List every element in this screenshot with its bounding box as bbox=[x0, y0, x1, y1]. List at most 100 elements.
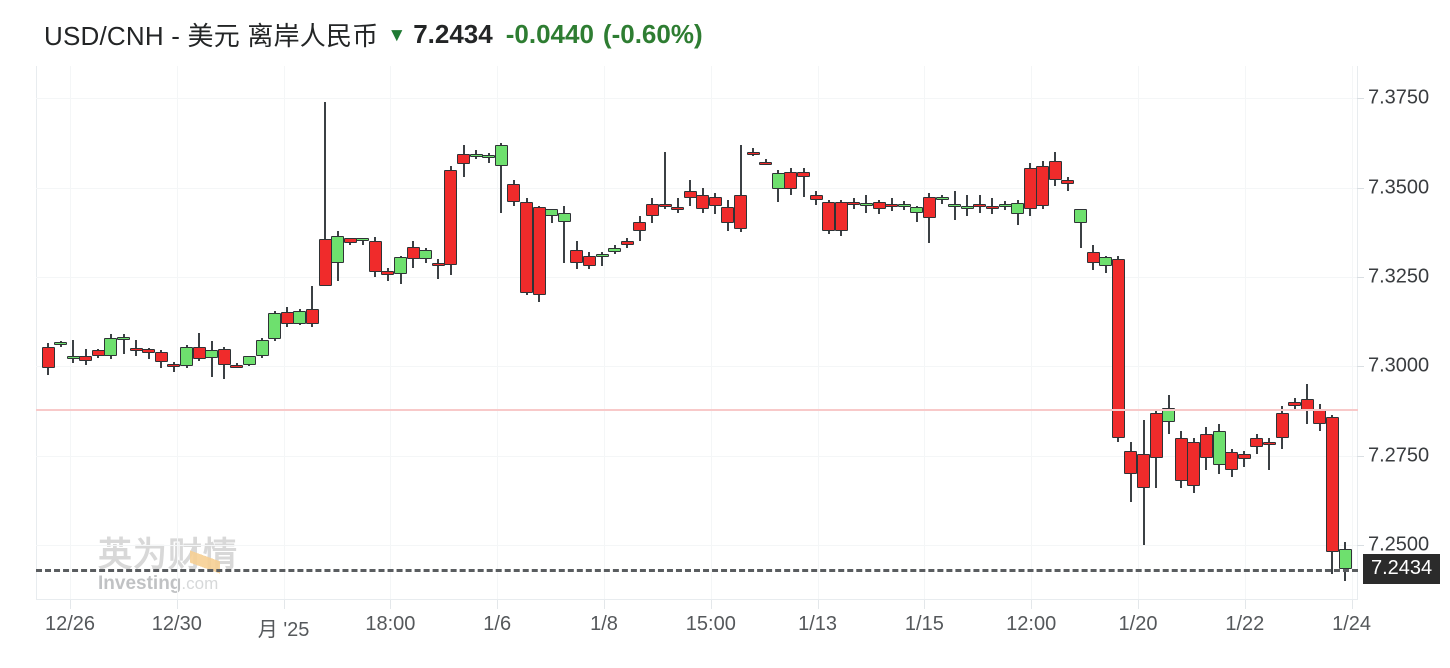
candlestick[interactable] bbox=[1288, 66, 1302, 599]
candlestick[interactable] bbox=[457, 66, 471, 599]
candlestick[interactable] bbox=[797, 66, 811, 599]
candlestick[interactable] bbox=[658, 66, 672, 599]
candlestick[interactable] bbox=[1313, 66, 1327, 599]
candlestick[interactable] bbox=[822, 66, 836, 599]
candlestick[interactable] bbox=[205, 66, 219, 599]
candlestick[interactable] bbox=[708, 66, 722, 599]
candlestick[interactable] bbox=[532, 66, 546, 599]
candlestick[interactable] bbox=[771, 66, 785, 599]
candlestick[interactable] bbox=[696, 66, 710, 599]
candlestick[interactable] bbox=[230, 66, 244, 599]
candlestick[interactable] bbox=[41, 66, 55, 599]
candlestick[interactable] bbox=[242, 66, 256, 599]
candlestick[interactable] bbox=[1275, 66, 1289, 599]
candlestick[interactable] bbox=[734, 66, 748, 599]
candlestick[interactable] bbox=[859, 66, 873, 599]
candlestick[interactable] bbox=[759, 66, 773, 599]
candlestick[interactable] bbox=[834, 66, 848, 599]
candlestick[interactable] bbox=[1011, 66, 1025, 599]
candlestick[interactable] bbox=[66, 66, 80, 599]
candlestick[interactable] bbox=[494, 66, 508, 599]
candlestick[interactable] bbox=[998, 66, 1012, 599]
candlestick[interactable] bbox=[1174, 66, 1188, 599]
candlestick[interactable] bbox=[469, 66, 483, 599]
candlestick-plot-area[interactable]: 英为财情 Investing.com bbox=[36, 66, 1357, 599]
candlestick[interactable] bbox=[1187, 66, 1201, 599]
candlestick[interactable] bbox=[293, 66, 307, 599]
candlestick[interactable] bbox=[545, 66, 559, 599]
candlestick[interactable] bbox=[910, 66, 924, 599]
candlestick[interactable] bbox=[79, 66, 93, 599]
candlestick[interactable] bbox=[973, 66, 987, 599]
candlestick[interactable] bbox=[1225, 66, 1239, 599]
candlestick[interactable] bbox=[142, 66, 156, 599]
candlestick[interactable] bbox=[1124, 66, 1138, 599]
candlestick[interactable] bbox=[1199, 66, 1213, 599]
candlestick[interactable] bbox=[985, 66, 999, 599]
candlestick[interactable] bbox=[318, 66, 332, 599]
candlestick[interactable] bbox=[180, 66, 193, 599]
candlestick[interactable] bbox=[381, 66, 395, 599]
candlestick[interactable] bbox=[1338, 66, 1352, 599]
candlestick[interactable] bbox=[1074, 66, 1088, 599]
candlestick[interactable] bbox=[431, 66, 445, 599]
candlestick[interactable] bbox=[897, 66, 911, 599]
candlestick[interactable] bbox=[608, 66, 622, 599]
candlestick[interactable] bbox=[104, 66, 118, 599]
candlestick[interactable] bbox=[948, 66, 962, 599]
candlestick[interactable] bbox=[1325, 66, 1339, 599]
candlestick[interactable] bbox=[595, 66, 609, 599]
candlestick[interactable] bbox=[1036, 66, 1050, 599]
candlestick[interactable] bbox=[1212, 66, 1226, 599]
candlestick[interactable] bbox=[444, 66, 458, 599]
candlestick[interactable] bbox=[721, 66, 735, 599]
candlestick[interactable] bbox=[1300, 66, 1314, 599]
candlestick[interactable] bbox=[1099, 66, 1113, 599]
candlestick[interactable] bbox=[570, 66, 584, 599]
candlestick[interactable] bbox=[356, 66, 370, 599]
candlestick[interactable] bbox=[419, 66, 433, 599]
candlestick[interactable] bbox=[1237, 66, 1251, 599]
candlestick[interactable] bbox=[922, 66, 936, 599]
candlestick[interactable] bbox=[1061, 66, 1075, 599]
candlestick[interactable] bbox=[217, 66, 231, 599]
candlestick[interactable] bbox=[1111, 66, 1125, 599]
candlestick[interactable] bbox=[1162, 66, 1176, 599]
candlestick[interactable] bbox=[633, 66, 647, 599]
candlestick[interactable] bbox=[343, 66, 357, 599]
candlestick[interactable] bbox=[809, 66, 823, 599]
candlestick[interactable] bbox=[1137, 66, 1151, 599]
candlestick[interactable] bbox=[54, 66, 68, 599]
candlestick[interactable] bbox=[167, 66, 181, 599]
candlestick[interactable] bbox=[1086, 66, 1100, 599]
candlestick[interactable] bbox=[847, 66, 861, 599]
candlestick[interactable] bbox=[557, 66, 571, 599]
candlestick[interactable] bbox=[368, 66, 382, 599]
candlestick[interactable] bbox=[683, 66, 697, 599]
candlestick[interactable] bbox=[268, 66, 282, 599]
candlestick[interactable] bbox=[280, 66, 294, 599]
candlestick[interactable] bbox=[620, 66, 634, 599]
candlestick[interactable] bbox=[1023, 66, 1037, 599]
candlestick[interactable] bbox=[520, 66, 533, 599]
candlestick[interactable] bbox=[582, 66, 596, 599]
candlestick[interactable] bbox=[1262, 66, 1276, 599]
candlestick[interactable] bbox=[885, 66, 899, 599]
candlestick[interactable] bbox=[394, 66, 408, 599]
candlestick[interactable] bbox=[1250, 66, 1264, 599]
candlestick[interactable] bbox=[117, 66, 131, 599]
candlestick[interactable] bbox=[784, 66, 798, 599]
candlestick[interactable] bbox=[671, 66, 685, 599]
candlestick[interactable] bbox=[935, 66, 949, 599]
candlestick[interactable] bbox=[1048, 66, 1062, 599]
candlestick[interactable] bbox=[960, 66, 974, 599]
candlestick[interactable] bbox=[872, 66, 886, 599]
candlestick[interactable] bbox=[406, 66, 420, 599]
candlestick[interactable] bbox=[192, 66, 206, 599]
candlestick[interactable] bbox=[482, 66, 496, 599]
candlestick[interactable] bbox=[331, 66, 345, 599]
candlestick[interactable] bbox=[305, 66, 319, 599]
candlestick[interactable] bbox=[1149, 66, 1163, 599]
candlestick[interactable] bbox=[154, 66, 168, 599]
candlestick[interactable] bbox=[507, 66, 521, 599]
